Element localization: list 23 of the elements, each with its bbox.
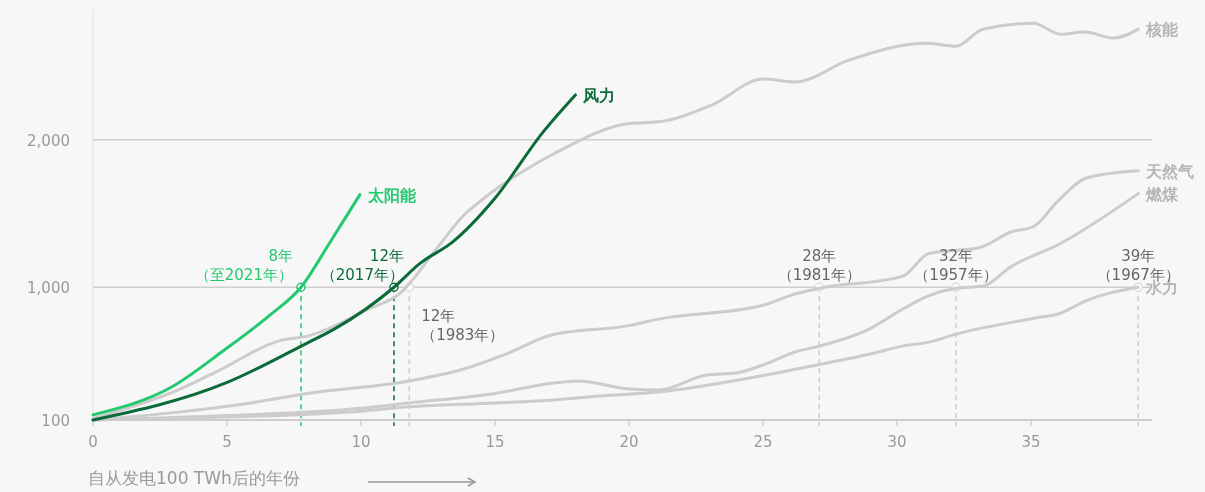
annotation: 8年（至2021年） bbox=[194, 247, 293, 285]
annotation: 28年（1981年） bbox=[777, 247, 861, 285]
x-tick-label: 25 bbox=[753, 433, 773, 451]
x-tick-label: 0 bbox=[88, 433, 98, 451]
x-tick-label: 30 bbox=[887, 433, 907, 451]
annotation: 12年（2017年） bbox=[320, 247, 404, 285]
x-tick-label: 10 bbox=[351, 433, 371, 451]
series-label: 风力 bbox=[582, 85, 616, 105]
y-tick-label: 2,000 bbox=[27, 131, 70, 150]
line-series bbox=[91, 93, 577, 422]
series-label: 燃煤 bbox=[1145, 184, 1180, 204]
x-tick-label: 15 bbox=[485, 433, 505, 451]
series-label: 太阳能 bbox=[366, 185, 416, 205]
x-tick-label: 5 bbox=[222, 433, 232, 451]
x-axis-title: 自从发电100 TWh后的年份 bbox=[88, 468, 300, 488]
y-tick-label: 100 bbox=[41, 412, 70, 430]
series-label: 核能 bbox=[1145, 20, 1179, 40]
x-tick-label: 20 bbox=[619, 433, 639, 451]
x-tick-label: 35 bbox=[1021, 433, 1041, 451]
annotation: 32年（1957年） bbox=[914, 247, 998, 285]
series-label: 天然气 bbox=[1145, 161, 1195, 181]
y-tick-label: 1,000 bbox=[27, 279, 70, 298]
annotation: 12年（1983年） bbox=[421, 307, 505, 345]
